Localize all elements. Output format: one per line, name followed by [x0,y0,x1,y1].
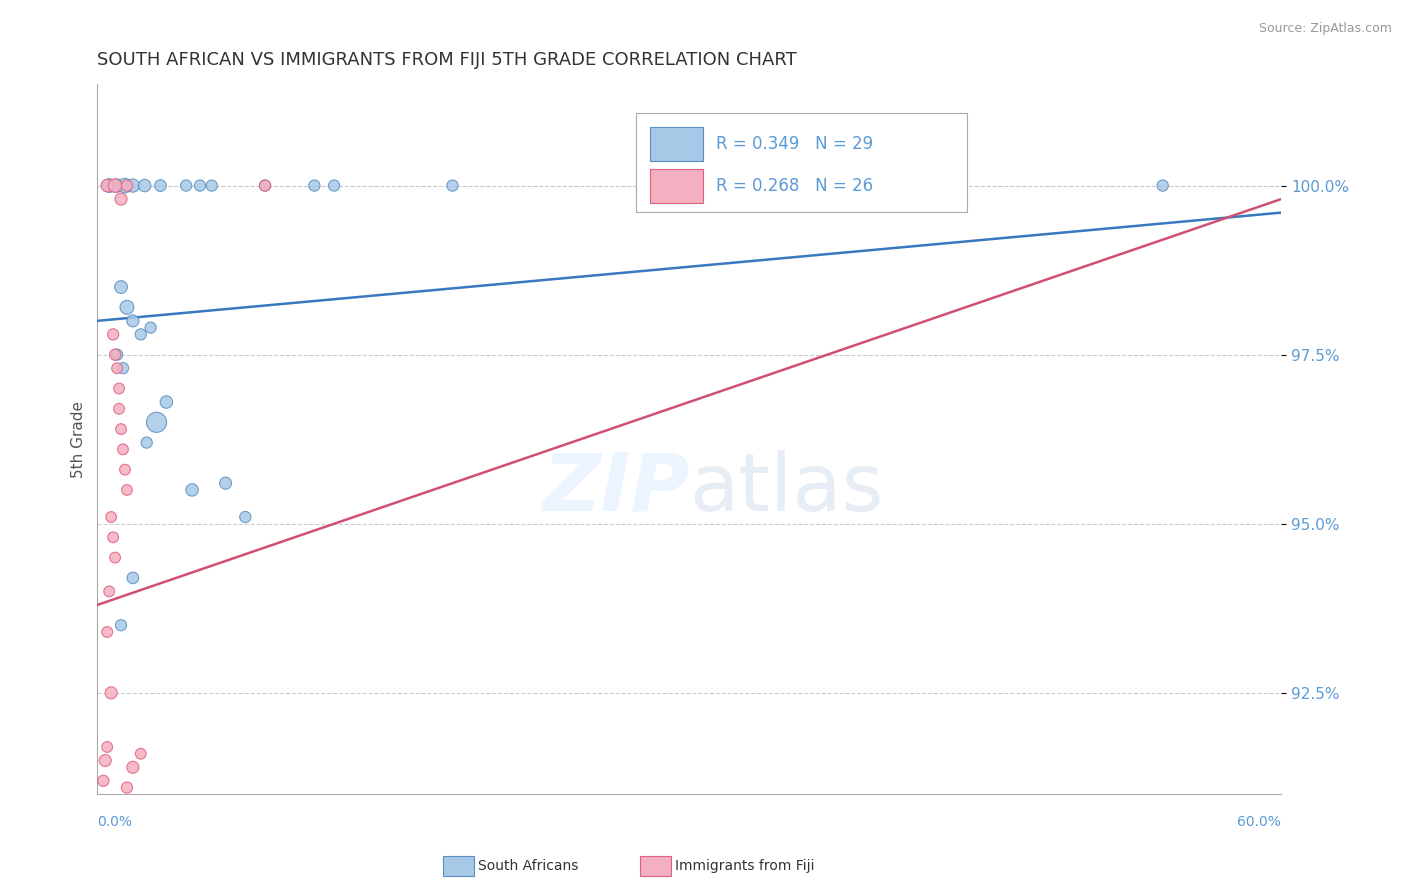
Text: R = 0.349   N = 29: R = 0.349 N = 29 [717,135,873,153]
Point [304,178,326,193]
Point [115,301,138,315]
Point [98,178,121,193]
Text: South Africans: South Africans [478,859,578,873]
Point [101,530,124,544]
Point [201,178,224,193]
Point [188,178,211,193]
Point [181,483,204,497]
Point [121,760,143,774]
Point [254,178,277,193]
Text: 0.0%: 0.0% [97,814,132,829]
Point [121,178,143,193]
Point [105,178,128,193]
Point [323,178,346,193]
Point [145,415,167,429]
Point [134,178,156,193]
Bar [650,169,703,203]
Point [110,280,132,294]
Point [115,483,138,497]
Point [233,510,256,524]
Point [155,395,177,409]
Point [98,584,121,599]
Point [104,178,127,193]
Point [110,422,132,436]
Point [108,382,131,396]
Point [100,510,122,524]
FancyBboxPatch shape [636,112,967,212]
Point [149,178,172,193]
Point [121,314,143,328]
Text: Immigrants from Fiji: Immigrants from Fiji [675,859,814,873]
Point [1152,178,1174,193]
Point [441,178,464,193]
Bar [650,127,703,161]
Text: SOUTH AFRICAN VS IMMIGRANTS FROM FIJI 5TH GRADE CORRELATION CHART: SOUTH AFRICAN VS IMMIGRANTS FROM FIJI 5T… [97,51,797,69]
Point [111,361,134,376]
Point [96,739,118,754]
Point [121,571,143,585]
Point [96,178,118,193]
Point [105,348,128,362]
Point [254,178,277,193]
Point [114,463,136,477]
Point [214,476,236,491]
Point [174,178,197,193]
Point [135,435,157,450]
Point [108,401,131,416]
Text: R = 0.268   N = 26: R = 0.268 N = 26 [717,178,873,195]
Point [94,754,117,768]
Point [114,178,136,193]
Text: ZIP: ZIP [541,450,689,528]
Y-axis label: 5th Grade: 5th Grade [72,401,86,478]
Point [129,327,152,342]
Point [96,625,118,640]
Point [110,192,132,206]
Point [111,442,134,457]
Text: atlas: atlas [689,450,883,528]
Point [105,361,128,376]
Point [100,686,122,700]
Point [115,178,138,193]
Point [101,327,124,342]
Text: 60.0%: 60.0% [1237,814,1281,829]
Point [104,550,127,565]
Point [139,320,162,334]
Point [110,618,132,632]
Text: Source: ZipAtlas.com: Source: ZipAtlas.com [1258,22,1392,36]
Point [91,773,114,788]
Point [104,348,127,362]
Point [115,780,138,795]
Point [129,747,152,761]
